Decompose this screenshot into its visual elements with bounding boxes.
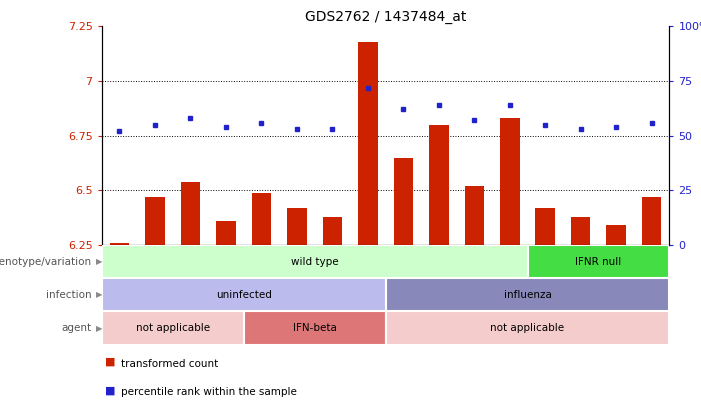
Bar <box>109 243 129 245</box>
Bar <box>252 192 271 245</box>
Bar <box>145 197 165 245</box>
Text: IFN-beta: IFN-beta <box>292 323 336 333</box>
Bar <box>287 208 306 245</box>
Bar <box>536 208 555 245</box>
Bar <box>642 197 662 245</box>
Title: GDS2762 / 1437484_at: GDS2762 / 1437484_at <box>305 10 466 24</box>
Bar <box>216 221 236 245</box>
Text: ■: ■ <box>105 385 116 395</box>
Bar <box>393 158 413 245</box>
Bar <box>386 278 669 311</box>
Bar <box>606 225 626 245</box>
Bar <box>429 125 449 245</box>
Text: IFNR null: IFNR null <box>576 257 622 266</box>
Text: wild type: wild type <box>291 257 339 266</box>
Text: transformed count: transformed count <box>121 359 218 369</box>
Text: influenza: influenza <box>503 290 552 300</box>
Bar <box>244 311 386 345</box>
Bar <box>571 217 590 245</box>
Text: ■: ■ <box>105 357 116 367</box>
Bar <box>102 278 386 311</box>
Bar <box>465 186 484 245</box>
Text: agent: agent <box>61 323 91 333</box>
Bar <box>102 245 527 278</box>
Bar <box>500 118 519 245</box>
Text: ▶: ▶ <box>96 257 102 266</box>
Bar <box>386 311 669 345</box>
Bar <box>181 181 200 245</box>
Text: not applicable: not applicable <box>491 323 564 333</box>
Text: ▶: ▶ <box>96 290 102 299</box>
Text: percentile rank within the sample: percentile rank within the sample <box>121 387 297 397</box>
Bar <box>102 311 244 345</box>
Bar <box>527 245 669 278</box>
Text: genotype/variation: genotype/variation <box>0 257 91 266</box>
Text: ▶: ▶ <box>96 324 102 333</box>
Text: uninfected: uninfected <box>216 290 271 300</box>
Text: not applicable: not applicable <box>135 323 210 333</box>
Bar <box>358 42 378 245</box>
Bar <box>322 217 342 245</box>
Text: infection: infection <box>46 290 91 300</box>
